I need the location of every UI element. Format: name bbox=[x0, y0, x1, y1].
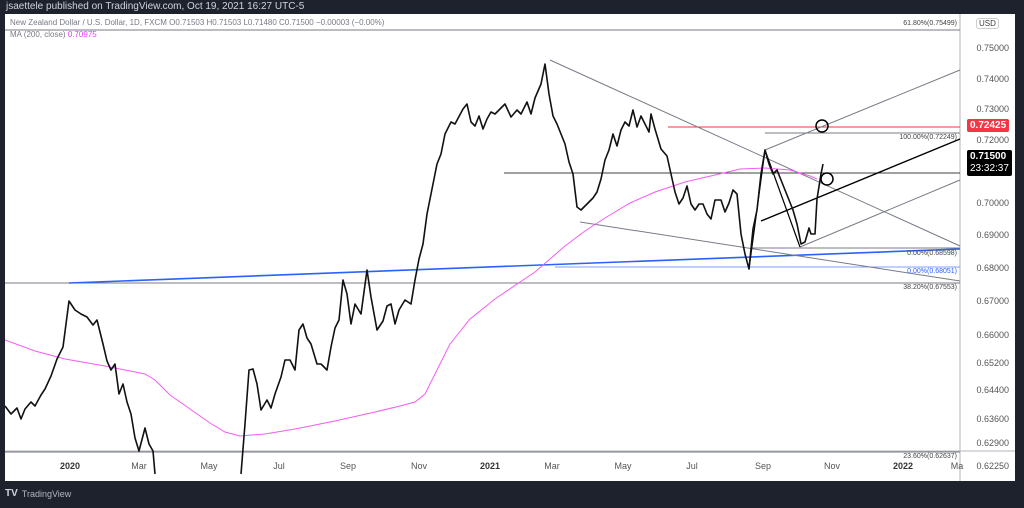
publisher-line: jsaettele published on TradingView.com, … bbox=[6, 1, 305, 12]
x-tick: Jul bbox=[686, 461, 698, 471]
y-tick: 0.72000 bbox=[976, 135, 1009, 145]
price-series bbox=[5, 300, 156, 475]
tradingview-logo-icon: TV bbox=[5, 488, 18, 499]
y-tick: 0.69000 bbox=[976, 230, 1009, 240]
last-price-value: 0.71500 bbox=[970, 151, 1007, 162]
brand-name: TradingView bbox=[21, 488, 72, 499]
price-axis[interactable]: 0.75000 0.74000 0.73000 0.72000 0.70000 … bbox=[965, 14, 1015, 481]
chart-canvas[interactable] bbox=[5, 14, 1015, 481]
fib-label-0-blue: 0.00%(0.68051) bbox=[907, 268, 957, 275]
channel-lower bbox=[799, 179, 961, 248]
y-tick: 0.70000 bbox=[976, 198, 1009, 208]
breakout-circle-icon bbox=[820, 172, 834, 186]
fib-label-100: 100.00%(0.72249) bbox=[899, 134, 957, 141]
ma-200-line bbox=[5, 167, 818, 437]
x-tick: 2020 bbox=[59, 461, 81, 471]
target-price-tag: 0.72425 bbox=[967, 119, 1010, 132]
price-series-2 bbox=[240, 63, 824, 475]
x-tick: Mar bbox=[131, 461, 147, 471]
fib-label-61: 61.80%(0.75499) bbox=[903, 20, 957, 27]
y-tick: 0.65200 bbox=[976, 358, 1009, 368]
y-tick: 0.74000 bbox=[976, 74, 1009, 84]
y-tick: 0.66000 bbox=[976, 330, 1009, 340]
chart-legend: New Zealand Dollar / U.S. Dollar, 1D, FX… bbox=[10, 17, 384, 41]
x-tick: Nov bbox=[823, 461, 841, 471]
channel-upper bbox=[764, 69, 961, 151]
y-tick: 0.62900 bbox=[976, 438, 1009, 448]
chart-frame[interactable]: New Zealand Dollar / U.S. Dollar, 1D, FX… bbox=[5, 14, 1015, 481]
blue-trendline bbox=[68, 248, 961, 284]
x-tick: Mar bbox=[544, 461, 560, 471]
y-tick: 0.68000 bbox=[976, 263, 1009, 273]
wedge-lower bbox=[579, 221, 961, 282]
y-tick: 0.75000 bbox=[976, 43, 1009, 53]
x-tick: Ma bbox=[950, 461, 964, 471]
fib-label-0-a: 0.00%(0.68598) bbox=[907, 250, 957, 257]
x-tick: 2021 bbox=[479, 461, 501, 471]
y-tick: 0.67000 bbox=[976, 296, 1009, 306]
footer-brand[interactable]: TV TradingView bbox=[5, 488, 71, 499]
target-circle-icon bbox=[815, 119, 829, 133]
channel-mid bbox=[760, 138, 961, 222]
x-tick: Nov bbox=[410, 461, 428, 471]
symbol-ohlc-line: New Zealand Dollar / U.S. Dollar, 1D, FX… bbox=[10, 18, 385, 27]
currency-badge[interactable]: USD bbox=[976, 18, 999, 29]
x-tick: May bbox=[200, 461, 218, 471]
x-tick: 2022 bbox=[892, 461, 914, 471]
y-tick: 0.73000 bbox=[976, 104, 1009, 114]
bar-countdown: 23:32:37 bbox=[970, 163, 1009, 174]
fib-label-38: 38.20%(0.67553) bbox=[903, 284, 957, 291]
y-tick: 0.64400 bbox=[976, 385, 1009, 395]
wedge-upper bbox=[549, 59, 961, 247]
x-tick: Sep bbox=[339, 461, 357, 471]
y-tick: 0.63600 bbox=[976, 414, 1009, 424]
ma-label: MA (200, close) bbox=[10, 30, 66, 39]
x-tick: May bbox=[614, 461, 632, 471]
last-price-tag: 0.71500 23:32:37 bbox=[967, 150, 1012, 176]
x-tick: Jul bbox=[273, 461, 285, 471]
ma-value: 0.70975 bbox=[67, 30, 97, 39]
y-tick: 0.62250 bbox=[976, 461, 1009, 471]
x-tick: Sep bbox=[754, 461, 772, 471]
fib-label-23: 23.60%(0.62637) bbox=[903, 453, 957, 460]
